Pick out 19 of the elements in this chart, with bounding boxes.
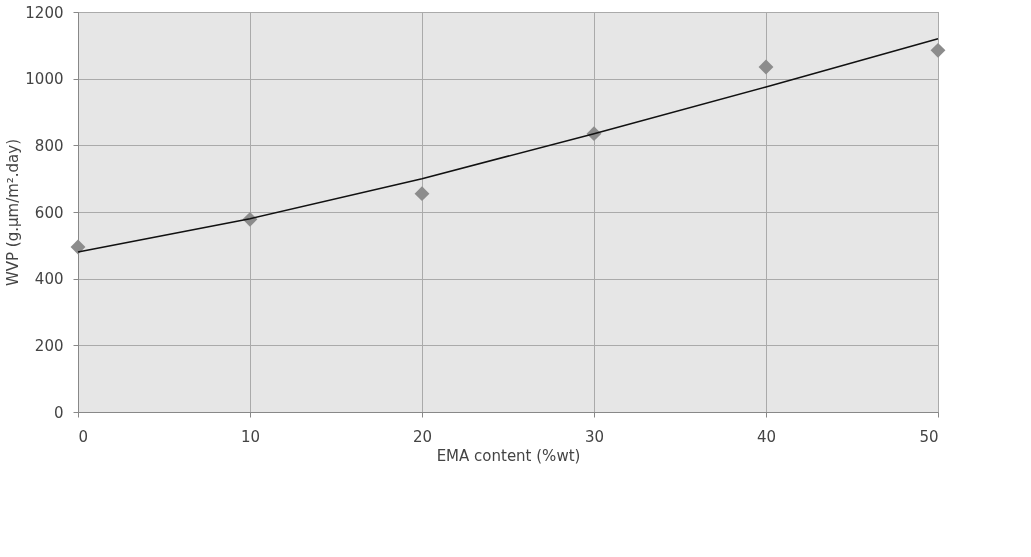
x-tick-label: 20: [412, 427, 433, 446]
x-tick-label: 30: [584, 427, 605, 446]
x-tick-label: 0: [78, 427, 89, 446]
y-tick-label: 400: [34, 270, 64, 289]
y-tick-label: 1200: [25, 3, 64, 22]
x-tick-label: 10: [240, 427, 261, 446]
y-axis-title: WVP (g.μm/m².day): [4, 138, 23, 287]
y-tick-label: 1000: [25, 70, 64, 89]
y-tick-label: 200: [34, 336, 64, 355]
point: [758, 59, 774, 75]
point: [930, 42, 946, 58]
x-tick-label: 40: [756, 427, 777, 446]
y-tick-label: 0: [53, 403, 64, 422]
y-tick-label: 800: [34, 136, 64, 155]
y-tick-label: 600: [34, 203, 64, 222]
x-axis-title: EMA content (%wt): [436, 446, 581, 465]
x-tick-label: 50: [919, 427, 939, 446]
point: [414, 186, 430, 202]
point: [70, 239, 86, 255]
